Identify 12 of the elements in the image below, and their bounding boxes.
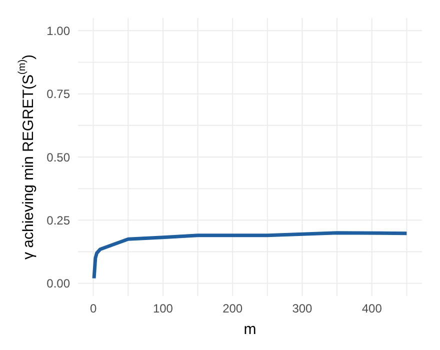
x-axis-title: m bbox=[244, 321, 256, 338]
x-tick-label: 0 bbox=[90, 302, 97, 316]
y-tick-label: 0.50 bbox=[46, 150, 70, 164]
y-tick-label: 0.75 bbox=[46, 87, 70, 102]
x-tick-label: 200 bbox=[222, 302, 243, 316]
y-tick-label: 0.00 bbox=[46, 276, 70, 291]
y-tick-label: 1.00 bbox=[46, 24, 70, 38]
x-tick-label: 300 bbox=[292, 302, 313, 316]
x-tick-label: 400 bbox=[362, 302, 382, 316]
x-tick-label: 100 bbox=[152, 302, 174, 316]
y-tick-label: 0.25 bbox=[46, 213, 70, 228]
line-series bbox=[92, 231, 408, 280]
